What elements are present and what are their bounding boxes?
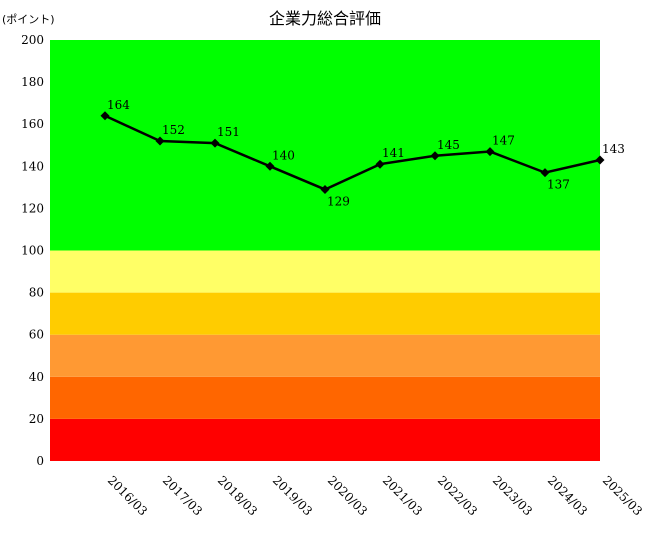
data-point <box>210 138 220 148</box>
data-point <box>430 151 440 161</box>
x-tick-label: 2018/03 <box>215 473 260 518</box>
y-tick-label: 160 <box>21 117 44 131</box>
y-axis: 0 20 40 60 80 100 120 140 160 180 200 <box>21 33 44 468</box>
y-tick-label: 20 <box>29 412 44 426</box>
data-label: 141 <box>382 146 405 160</box>
background-band-0 <box>50 418 600 461</box>
background-band-1 <box>50 376 600 419</box>
chart-title: 企業力総合評価 <box>269 9 381 28</box>
series-line <box>104 114 601 191</box>
data-point <box>100 111 110 121</box>
data-point <box>540 168 550 178</box>
data-label: 152 <box>162 123 185 137</box>
series-line-group <box>100 111 605 194</box>
y-tick-label: 0 <box>36 454 44 468</box>
y-tick-label: 120 <box>21 201 44 215</box>
x-tick-label: 2022/03 <box>435 473 480 518</box>
data-point <box>595 155 605 165</box>
data-point <box>320 184 330 194</box>
y-axis-unit-label: (ポイント) <box>2 13 55 26</box>
data-label: 145 <box>437 138 460 152</box>
x-tick-label: 2024/03 <box>545 473 590 518</box>
data-label: 147 <box>492 134 515 148</box>
y-tick-label: 200 <box>21 33 44 47</box>
y-tick-label: 80 <box>29 286 44 300</box>
y-tick-label: 180 <box>21 75 44 89</box>
y-tick-label: 60 <box>29 328 44 342</box>
data-label: 140 <box>272 148 295 162</box>
data-label: 137 <box>547 178 570 192</box>
x-axis: 2016/03 2017/03 2018/03 2019/03 2020/03 2021/… <box>105 473 645 518</box>
background-band-2 <box>50 334 600 377</box>
x-tick-label: 2016/03 <box>105 473 150 518</box>
data-labels: 164 152 151 140 129 141 145 147 137 143 <box>107 98 625 209</box>
background-band-3 <box>50 292 600 335</box>
y-tick-label: 100 <box>21 244 44 258</box>
x-tick-label: 2021/03 <box>380 473 425 518</box>
data-point <box>375 159 385 169</box>
x-tick-label: 2023/03 <box>490 473 535 518</box>
background-band-4 <box>50 250 600 293</box>
y-tick-label: 140 <box>21 159 44 173</box>
data-label: 143 <box>602 142 625 156</box>
x-tick-label: 2017/03 <box>160 473 205 518</box>
x-tick-label: 2019/03 <box>270 473 315 518</box>
data-label: 129 <box>327 194 350 208</box>
data-label: 151 <box>217 125 240 139</box>
x-tick-label: 2025/03 <box>600 473 645 518</box>
background-band-5 <box>50 40 600 251</box>
data-label: 164 <box>107 98 130 112</box>
background-bands <box>50 40 600 461</box>
data-point <box>265 161 275 171</box>
data-point <box>485 147 495 157</box>
data-point <box>155 136 165 146</box>
x-tick-label: 2020/03 <box>325 473 370 518</box>
y-tick-label: 40 <box>29 370 44 384</box>
